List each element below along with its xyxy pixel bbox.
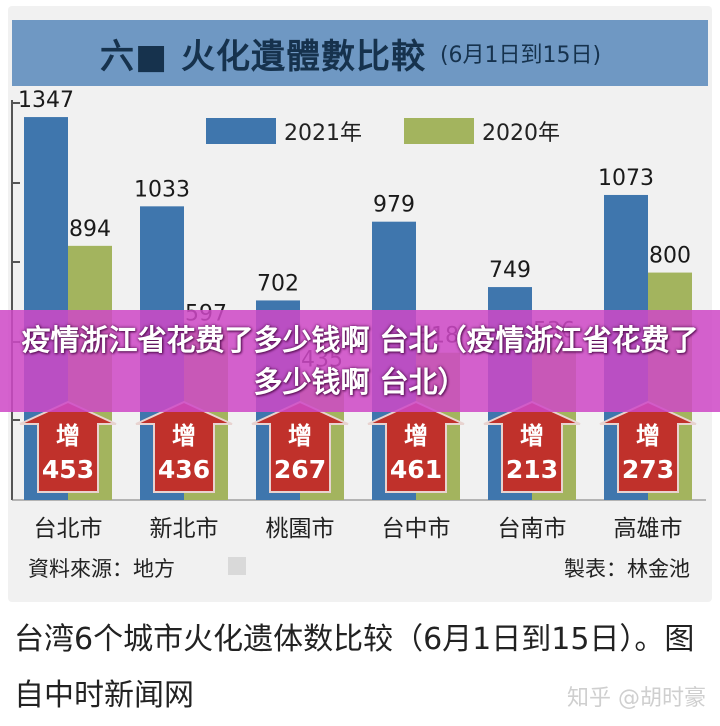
increase-arrow: [19, 400, 117, 493]
increase-label: 增: [172, 422, 196, 450]
source-note: 資料來源：地方: [28, 557, 175, 581]
chart-title-bar: 六■ 火化遺體數比較 (6月1日到15日): [12, 20, 708, 86]
value-label-2021: 1033: [134, 177, 190, 202]
overlay-banner: 疫情浙江省花费了多少钱啊 台北（疫情浙江省花费了多少钱啊 台北）: [0, 310, 720, 412]
increase-arrow: [483, 400, 581, 493]
increase-arrow: [135, 400, 233, 493]
value-label-2020: 894: [69, 217, 111, 242]
increase-arrow: [251, 400, 349, 493]
increase-label: 增: [288, 422, 312, 450]
legend-label-2021: 2021年: [284, 121, 362, 146]
watermark: 知乎 @胡时豪: [567, 686, 706, 711]
overlay-banner-text: 疫情浙江省花费了多少钱啊 台北（疫情浙江省花费了多少钱啊 台北）: [21, 323, 699, 399]
increase-label: 增: [520, 422, 544, 450]
legend-swatch-2021: [206, 118, 276, 144]
increase-label: 增: [56, 422, 80, 450]
increase-value: 273: [622, 455, 674, 484]
increase-value: 461: [390, 455, 442, 484]
legend-swatch-2020: [404, 118, 474, 144]
x-tick-label: 桃園市: [266, 516, 335, 542]
increase-value: 436: [158, 455, 210, 484]
x-tick-label: 新北市: [150, 516, 219, 542]
increase-value: 453: [42, 455, 94, 484]
value-label-2021: 749: [489, 258, 531, 283]
increase-label: 增: [636, 422, 660, 450]
value-label-2021: 1347: [18, 88, 74, 113]
x-tick-label: 高雄市: [614, 516, 683, 542]
x-tick-label: 台中市: [382, 516, 451, 542]
increase-label: 增: [404, 422, 428, 450]
chart-frame: [8, 6, 712, 602]
placeholder-square: [228, 557, 246, 575]
increase-arrow: [367, 400, 465, 493]
x-tick-label: 台南市: [498, 516, 567, 542]
value-label-2021: 979: [373, 193, 415, 218]
increase-value: 267: [274, 455, 326, 484]
value-label-2020: 800: [649, 244, 691, 269]
value-label-2021: 702: [257, 271, 299, 296]
maker-note: 製表：林金池: [564, 557, 690, 581]
increase-value: 213: [506, 455, 558, 484]
chart-title: 六■ 火化遺體數比較: [100, 36, 426, 77]
image-caption: 台湾6个城市火化遗体数比较（6月1日到15日）。图自中时新闻网: [14, 622, 695, 713]
increase-arrow: [599, 400, 697, 493]
legend-label-2020: 2020年: [482, 121, 560, 146]
chart-subtitle: (6月1日到15日): [439, 43, 602, 68]
x-tick-label: 台北市: [34, 516, 103, 542]
value-label-2021: 1073: [598, 166, 654, 191]
